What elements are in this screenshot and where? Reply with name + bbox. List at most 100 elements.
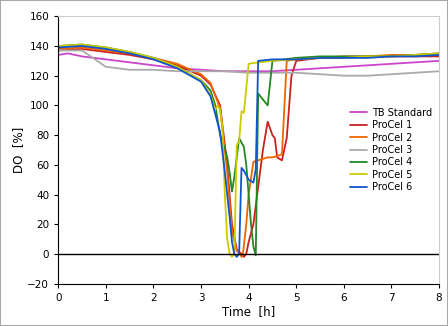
ProCel 5: [232, 252, 237, 256]
ProCel 5: [215, 103, 220, 107]
ProCel 4: [213, 103, 218, 107]
ProCel 1: [246, 240, 251, 244]
ProCel 5: [241, 111, 246, 115]
ProCel 6: [255, 59, 261, 63]
ProCel 4: [265, 103, 271, 107]
ProCel 2: [255, 158, 261, 162]
TB Standard: [79, 54, 85, 58]
ProCel 6: [227, 215, 233, 219]
ProCel 1: [265, 120, 271, 124]
ProCel 6: [151, 57, 156, 61]
ProCel 3: [127, 68, 132, 72]
Line: ProCel 5: ProCel 5: [58, 45, 439, 257]
TB Standard: [389, 62, 394, 66]
Line: ProCel 4: ProCel 4: [58, 45, 439, 255]
Line: ProCel 2: ProCel 2: [58, 48, 439, 257]
ProCel 6: [251, 181, 256, 185]
ProCel 5: [270, 59, 275, 63]
ProCel 2: [413, 53, 418, 57]
ProCel 6: [389, 54, 394, 58]
ProCel 2: [229, 230, 235, 234]
ProCel 4: [365, 54, 370, 58]
TB Standard: [198, 68, 204, 72]
ProCel 1: [272, 136, 277, 140]
ProCel 2: [237, 252, 243, 256]
ProCel 5: [341, 56, 347, 60]
ProCel 2: [240, 252, 246, 256]
ProCel 2: [208, 81, 213, 85]
ProCel 3: [103, 65, 108, 69]
ProCel 1: [255, 185, 261, 189]
ProCel 6: [246, 178, 251, 182]
ProCel 4: [255, 92, 261, 96]
ProCel 4: [151, 56, 156, 60]
ProCel 4: [127, 50, 132, 54]
TB Standard: [436, 59, 442, 63]
ProCel 3: [436, 69, 442, 73]
ProCel 2: [198, 72, 204, 76]
ProCel 3: [175, 69, 180, 73]
ProCel 6: [208, 95, 213, 98]
ProCel 5: [198, 78, 204, 82]
TB Standard: [317, 66, 323, 70]
ProCel 3: [79, 49, 85, 52]
ProCel 2: [246, 193, 251, 197]
ProCel 1: [389, 54, 394, 58]
ProCel 5: [222, 193, 228, 197]
ProCel 5: [175, 65, 180, 69]
ProCel 6: [234, 255, 239, 259]
ProCel 4: [241, 145, 246, 149]
ProCel 2: [244, 222, 249, 226]
ProCel 4: [258, 95, 263, 98]
ProCel 6: [103, 47, 108, 51]
ProCel 1: [127, 53, 132, 57]
ProCel 4: [224, 156, 230, 159]
ProCel 3: [293, 71, 299, 75]
ProCel 4: [270, 59, 275, 63]
ProCel 4: [232, 175, 237, 179]
ProCel 1: [289, 74, 294, 78]
ProCel 3: [198, 69, 204, 73]
ProCel 5: [103, 46, 108, 50]
Line: ProCel 1: ProCel 1: [58, 49, 439, 257]
ProCel 2: [293, 57, 299, 61]
ProCel 4: [220, 141, 225, 144]
ProCel 6: [413, 54, 418, 58]
ProCel 3: [365, 74, 370, 78]
ProCel 2: [284, 59, 289, 63]
ProCel 1: [293, 59, 299, 63]
ProCel 5: [413, 53, 418, 57]
TB Standard: [56, 53, 61, 57]
ProCel 4: [436, 52, 442, 55]
ProCel 6: [79, 44, 85, 48]
ProCel 1: [241, 255, 246, 259]
ProCel 6: [436, 53, 442, 57]
ProCel 4: [229, 190, 235, 194]
ProCel 2: [151, 56, 156, 60]
ProCel 5: [255, 60, 261, 64]
TB Standard: [341, 65, 347, 69]
ProCel 6: [244, 173, 249, 177]
Line: TB Standard: TB Standard: [58, 53, 439, 71]
ProCel 6: [127, 52, 132, 55]
ProCel 1: [436, 54, 442, 58]
ProCel 4: [56, 44, 61, 48]
ProCel 2: [317, 56, 323, 60]
Line: ProCel 6: ProCel 6: [58, 46, 439, 257]
ProCel 4: [234, 156, 239, 159]
TB Standard: [222, 69, 228, 73]
ProCel 3: [341, 74, 347, 78]
ProCel 1: [175, 63, 180, 67]
ProCel 5: [56, 44, 61, 48]
TB Standard: [151, 63, 156, 67]
ProCel 5: [234, 143, 239, 147]
ProCel 5: [389, 54, 394, 58]
ProCel 1: [260, 148, 266, 152]
ProCel 2: [234, 249, 239, 253]
ProCel 1: [208, 83, 213, 87]
ProCel 6: [237, 252, 242, 256]
ProCel 1: [79, 47, 85, 51]
ProCel 2: [175, 62, 180, 66]
ProCel 6: [217, 130, 223, 134]
ProCel 4: [103, 46, 108, 50]
